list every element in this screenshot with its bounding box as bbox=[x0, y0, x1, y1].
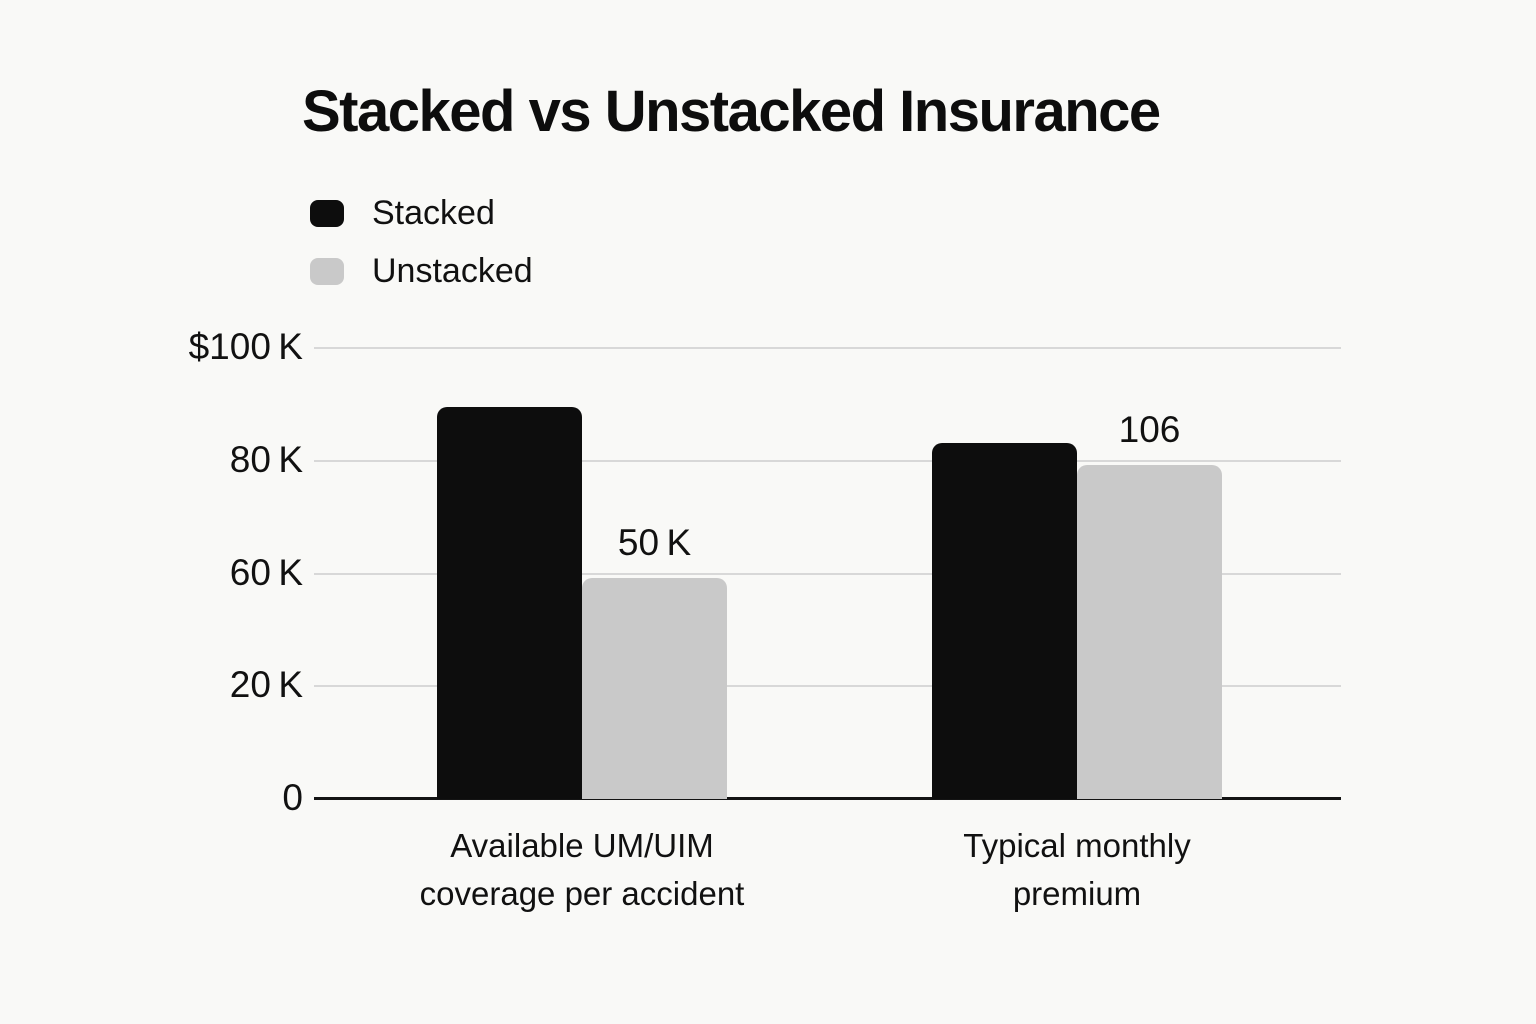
y-tick-label-4: 0 bbox=[282, 777, 303, 818]
x-category-label-1: Typical monthly premium bbox=[963, 827, 1191, 912]
gridline bbox=[314, 459, 1341, 462]
y-tick-label-2: 60 K bbox=[229, 551, 303, 593]
legend-swatch-unstacked bbox=[310, 257, 344, 285]
y-tick-label-1: 80 K bbox=[229, 438, 303, 480]
y-tick-label-3: 20 K bbox=[229, 664, 303, 706]
legend-label-stacked: Stacked bbox=[372, 193, 495, 232]
x-axis-line bbox=[314, 797, 1341, 800]
y-tick-label-0: $100 K bbox=[188, 326, 303, 367]
bar-data-label-unstacked-0: 50 K bbox=[617, 522, 692, 563]
legend-label-unstacked: Unstacked bbox=[372, 251, 533, 290]
bar-unstacked-1 bbox=[1077, 465, 1222, 799]
bar-stacked-0 bbox=[437, 407, 582, 799]
gridline bbox=[314, 685, 1341, 688]
chart-title: Stacked vs Unstacked Insurance bbox=[302, 79, 1161, 144]
legend-swatch-stacked bbox=[310, 199, 344, 227]
gridline bbox=[314, 347, 1341, 349]
gridline bbox=[314, 572, 1341, 575]
legend-item-unstacked: Unstacked bbox=[310, 251, 533, 290]
legend: Stacked Unstacked bbox=[310, 193, 533, 312]
bar-unstacked-0 bbox=[582, 578, 727, 799]
legend-item-stacked: Stacked bbox=[310, 193, 533, 232]
bar-stacked-1 bbox=[932, 443, 1077, 799]
bar-data-label-unstacked-1: 106 bbox=[1118, 409, 1181, 450]
plot-area: $100 K 80 K 60 K 20 K 0 50 K 106 Available UM/U… bbox=[189, 326, 1341, 912]
x-category-label-0: Available UM/UIM coverage per accident bbox=[419, 827, 745, 912]
